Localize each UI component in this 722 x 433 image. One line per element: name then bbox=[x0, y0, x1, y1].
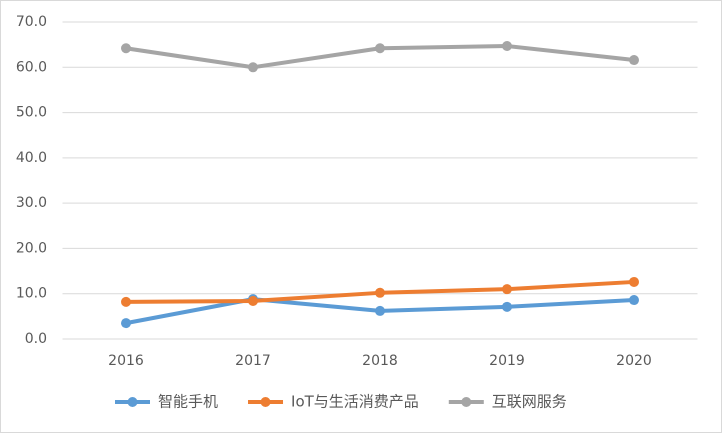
data-point bbox=[629, 276, 639, 287]
x-tick-label: 2018 bbox=[362, 353, 398, 369]
legend-marker bbox=[461, 397, 472, 407]
x-tick-label: 2017 bbox=[235, 353, 271, 369]
y-tick-label: 10.0 bbox=[16, 286, 47, 302]
data-point bbox=[248, 62, 258, 73]
y-tick-label: 70.0 bbox=[16, 14, 47, 30]
y-tick-label: 40.0 bbox=[16, 150, 47, 166]
legend-label: IoT与生活消费产品 bbox=[291, 393, 419, 411]
y-tick-label: 50.0 bbox=[16, 105, 47, 121]
data-point bbox=[121, 318, 131, 329]
data-point bbox=[248, 295, 258, 306]
legend-label: 互联网服务 bbox=[492, 393, 567, 411]
legend-label: 智能手机 bbox=[158, 393, 218, 411]
y-tick-label: 0.0 bbox=[25, 331, 47, 347]
y-tick-label: 60.0 bbox=[16, 59, 47, 75]
x-tick-label: 2020 bbox=[616, 353, 652, 369]
y-tick-label: 20.0 bbox=[16, 240, 47, 256]
data-point bbox=[121, 296, 131, 307]
data-point bbox=[121, 43, 131, 54]
data-point bbox=[629, 55, 639, 66]
y-tick-label: 30.0 bbox=[16, 195, 47, 211]
legend-marker bbox=[127, 397, 138, 407]
data-point bbox=[502, 301, 512, 312]
x-tick-label: 2019 bbox=[489, 353, 525, 369]
data-point bbox=[629, 295, 639, 306]
data-point bbox=[502, 41, 512, 52]
data-point bbox=[502, 284, 512, 295]
data-point bbox=[375, 287, 385, 298]
x-tick-label: 2016 bbox=[108, 353, 144, 369]
data-point bbox=[375, 305, 385, 316]
data-point bbox=[375, 43, 385, 54]
legend-marker bbox=[260, 397, 271, 407]
